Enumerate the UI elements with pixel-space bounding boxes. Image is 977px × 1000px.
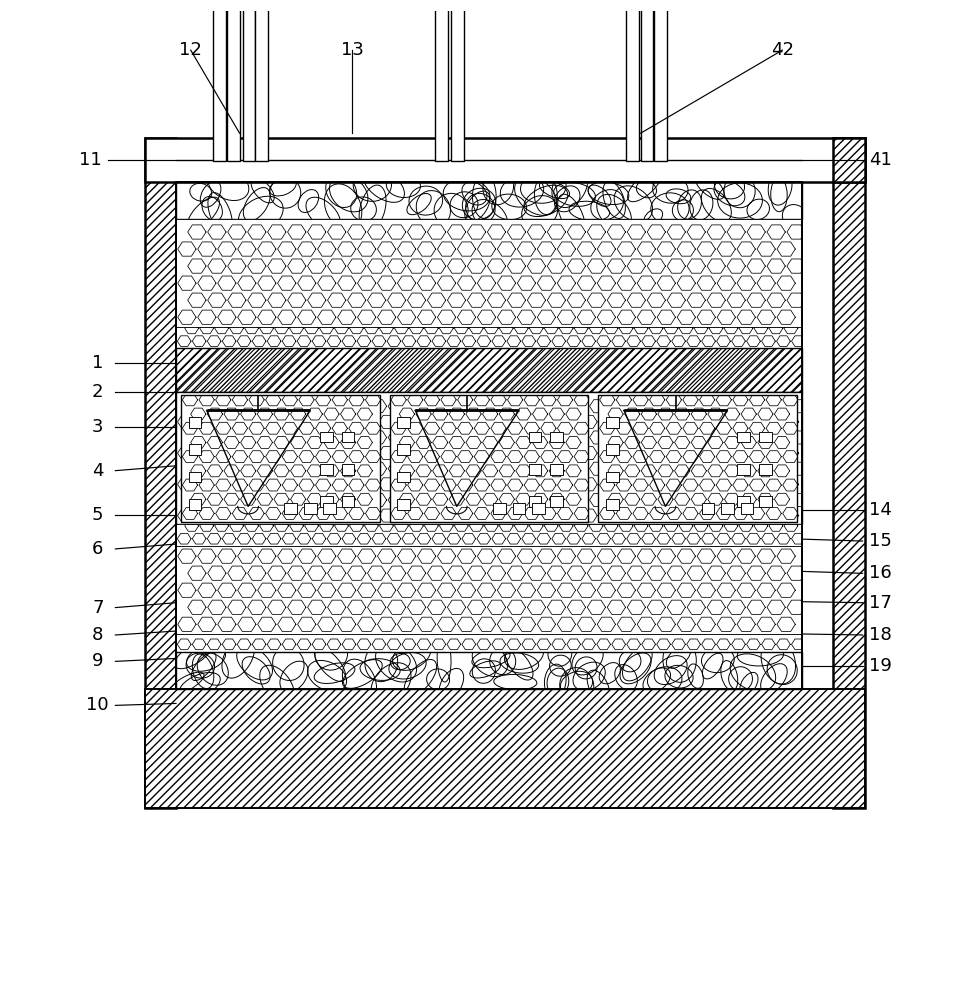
Bar xyxy=(176,327,801,348)
Bar xyxy=(176,652,801,689)
Text: 18: 18 xyxy=(868,626,891,644)
Bar xyxy=(654,5,666,161)
Bar xyxy=(529,464,541,475)
Bar xyxy=(341,496,354,507)
Bar xyxy=(397,499,409,510)
Bar xyxy=(606,444,618,455)
Bar xyxy=(606,499,618,510)
Bar xyxy=(529,432,541,442)
Bar xyxy=(213,5,226,161)
Text: 9: 9 xyxy=(92,652,104,670)
Text: 17: 17 xyxy=(868,594,891,612)
Bar xyxy=(319,432,332,442)
Text: 13: 13 xyxy=(340,41,363,59)
Text: 15: 15 xyxy=(868,532,891,550)
Bar xyxy=(323,503,336,514)
Bar xyxy=(531,503,544,514)
Bar xyxy=(176,182,801,689)
Bar xyxy=(227,5,239,161)
Bar xyxy=(341,432,354,442)
Bar xyxy=(606,472,618,482)
Bar xyxy=(176,634,801,652)
Bar xyxy=(189,499,201,510)
Text: 1: 1 xyxy=(92,354,104,372)
Text: 10: 10 xyxy=(86,696,109,714)
Bar xyxy=(189,417,201,428)
Bar xyxy=(176,348,801,392)
Bar xyxy=(720,503,733,514)
Text: 11: 11 xyxy=(78,151,102,169)
Bar xyxy=(176,524,801,546)
Bar xyxy=(397,417,409,428)
Bar xyxy=(319,464,332,475)
Bar xyxy=(625,5,638,161)
Bar xyxy=(319,496,332,507)
Bar xyxy=(389,395,588,522)
Text: 3: 3 xyxy=(92,418,104,436)
Bar xyxy=(145,689,864,808)
Bar xyxy=(435,5,447,161)
Bar xyxy=(397,472,409,482)
Bar xyxy=(737,464,749,475)
Bar xyxy=(701,503,713,514)
Bar xyxy=(550,464,563,475)
Bar xyxy=(737,432,749,442)
Bar xyxy=(397,444,409,455)
Bar xyxy=(450,5,463,161)
Bar xyxy=(284,503,297,514)
Bar xyxy=(606,417,618,428)
Text: 12: 12 xyxy=(179,41,202,59)
Bar xyxy=(740,503,752,514)
Bar xyxy=(176,182,801,689)
Bar xyxy=(737,496,749,507)
Text: 2: 2 xyxy=(92,383,104,401)
Bar xyxy=(758,496,771,507)
Bar xyxy=(255,5,268,161)
Bar xyxy=(189,444,201,455)
Text: 7: 7 xyxy=(92,599,104,617)
Bar xyxy=(176,392,801,524)
Bar xyxy=(550,496,563,507)
Bar xyxy=(492,503,505,514)
Text: 19: 19 xyxy=(868,657,891,675)
Bar xyxy=(758,464,771,475)
Bar xyxy=(145,138,176,808)
Bar xyxy=(832,138,864,808)
Bar xyxy=(189,472,201,482)
Bar xyxy=(145,138,864,182)
Bar xyxy=(758,432,771,442)
Text: 4: 4 xyxy=(92,462,104,480)
Bar xyxy=(341,464,354,475)
Text: 5: 5 xyxy=(92,506,104,524)
Bar xyxy=(181,395,379,522)
Text: 6: 6 xyxy=(92,540,104,558)
Bar xyxy=(176,182,801,219)
Text: 41: 41 xyxy=(868,151,891,169)
Bar xyxy=(598,395,796,522)
Bar xyxy=(640,5,653,161)
Bar xyxy=(550,432,563,442)
Bar xyxy=(176,219,801,327)
Text: 42: 42 xyxy=(770,41,793,59)
Bar xyxy=(512,503,525,514)
Bar xyxy=(176,546,801,634)
Text: 16: 16 xyxy=(868,564,891,582)
Bar xyxy=(832,138,864,182)
Bar xyxy=(304,503,317,514)
Bar xyxy=(242,5,255,161)
Bar xyxy=(529,496,541,507)
Text: 8: 8 xyxy=(92,626,104,644)
Text: 14: 14 xyxy=(868,501,891,519)
Bar xyxy=(176,348,801,392)
